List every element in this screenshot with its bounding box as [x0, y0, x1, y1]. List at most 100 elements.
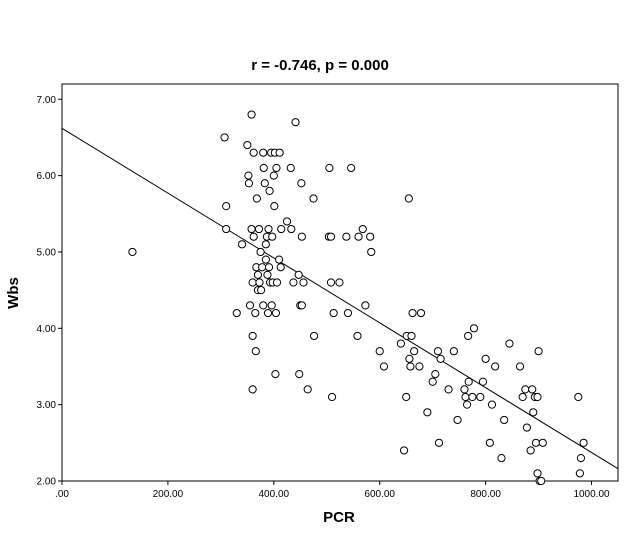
data-point — [232, 308, 241, 318]
data-point — [220, 133, 229, 142]
plot-frame — [61, 83, 619, 482]
data-point — [248, 331, 257, 341]
data-point — [253, 270, 263, 279]
data-point — [326, 278, 336, 287]
data-point — [247, 110, 256, 119]
data-point — [264, 263, 274, 272]
data-point — [329, 308, 338, 318]
data-point — [268, 232, 277, 241]
data-point — [468, 392, 477, 402]
data-point — [528, 385, 537, 394]
data-point — [408, 308, 417, 318]
data-point — [271, 370, 280, 379]
data-point — [282, 217, 292, 226]
data-point — [491, 362, 500, 371]
data-point — [485, 438, 494, 447]
data-point — [434, 438, 444, 447]
data-point — [260, 179, 269, 188]
data-point — [575, 469, 584, 478]
data-point — [367, 247, 376, 257]
data-point — [286, 163, 295, 173]
data-point — [461, 392, 470, 402]
data-point — [287, 224, 296, 234]
data-point — [261, 240, 270, 249]
data-point — [464, 377, 473, 386]
data-point — [431, 370, 440, 379]
data-point — [297, 232, 306, 241]
data-point — [402, 392, 411, 402]
data-point — [255, 278, 264, 287]
data-point — [464, 331, 473, 341]
data-point — [248, 385, 257, 394]
data-point — [526, 446, 535, 455]
plot-area: 2.00 3.00 4.00 5.00 6.00 7.00 .00 200.00 400.00 6… — [37, 83, 619, 500]
data-point — [259, 163, 268, 173]
data-point — [254, 224, 264, 234]
data-point — [358, 224, 367, 234]
data-point — [222, 224, 231, 234]
data-point — [309, 194, 318, 203]
data-point — [335, 278, 344, 287]
data-point — [405, 354, 414, 363]
y-tick-label: 7.00 — [37, 95, 57, 106]
data-point — [271, 308, 281, 318]
data-point — [270, 202, 279, 211]
data-point — [538, 438, 547, 447]
data-point — [444, 385, 453, 394]
data-point — [361, 301, 370, 310]
data-point — [222, 202, 231, 211]
data-point — [237, 240, 247, 249]
data-point — [276, 263, 285, 272]
data-point — [299, 278, 308, 287]
data-point — [297, 179, 306, 188]
x-tick-label: 800.00 — [470, 489, 501, 500]
data-point — [574, 392, 583, 402]
x-axis-label: PCR — [323, 509, 355, 526]
data-point — [366, 232, 375, 241]
data-point — [534, 347, 543, 356]
data-point — [309, 331, 319, 341]
data-point — [433, 347, 443, 356]
data-point — [423, 408, 432, 417]
data-point — [265, 186, 274, 195]
data-point — [249, 232, 258, 241]
data-point — [410, 347, 419, 356]
fit-line — [61, 127, 619, 470]
data-point — [500, 415, 509, 425]
data-point — [416, 308, 426, 318]
data-point — [478, 377, 488, 386]
data-point — [257, 286, 266, 295]
data-point — [399, 446, 409, 455]
data-point — [272, 163, 281, 173]
data-point — [407, 331, 416, 341]
data-point — [259, 301, 268, 310]
data-point — [258, 263, 267, 272]
data-point — [406, 362, 415, 371]
data-point — [259, 148, 268, 157]
data-point — [261, 255, 270, 264]
data-point — [404, 194, 413, 203]
y-tick-label: 4.00 — [37, 324, 57, 335]
data-point — [469, 324, 479, 333]
data-point — [436, 354, 445, 363]
data-point — [294, 270, 303, 279]
data-point — [244, 171, 253, 180]
data-point — [460, 385, 469, 394]
data-point — [487, 400, 497, 409]
data-point — [269, 171, 278, 180]
data-point — [251, 347, 260, 356]
data-point — [529, 408, 538, 417]
data-point — [342, 232, 351, 241]
data-point — [243, 140, 252, 150]
data-point — [462, 400, 472, 409]
data-point — [533, 469, 542, 478]
data-point — [289, 278, 298, 287]
x-tick-label: 200.00 — [153, 489, 184, 500]
data-point — [449, 347, 458, 356]
data-point — [275, 255, 284, 264]
data-point — [518, 392, 527, 402]
data-point — [326, 232, 336, 241]
data-point — [252, 194, 261, 203]
data-point — [576, 453, 586, 463]
data-point — [272, 278, 282, 287]
